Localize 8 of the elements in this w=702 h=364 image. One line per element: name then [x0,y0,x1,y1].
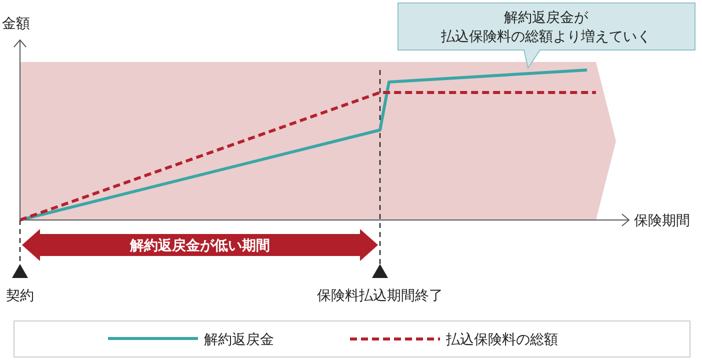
x-axis-title: 保険期間 [634,212,690,228]
legend-label: 解約返戻金 [204,331,274,347]
callout: 解約返戻金が 払込保険料の総額より増えていく [398,2,696,70]
legend-label: 払込保険料の総額 [445,331,558,347]
y-axis-title: 金額 [2,15,30,31]
x-tick-label: 契約 [6,287,34,303]
arrow-span: 解約返戻金が低い期間 [22,229,378,261]
x-tick-label: 保険料払込期間終了 [317,287,443,303]
